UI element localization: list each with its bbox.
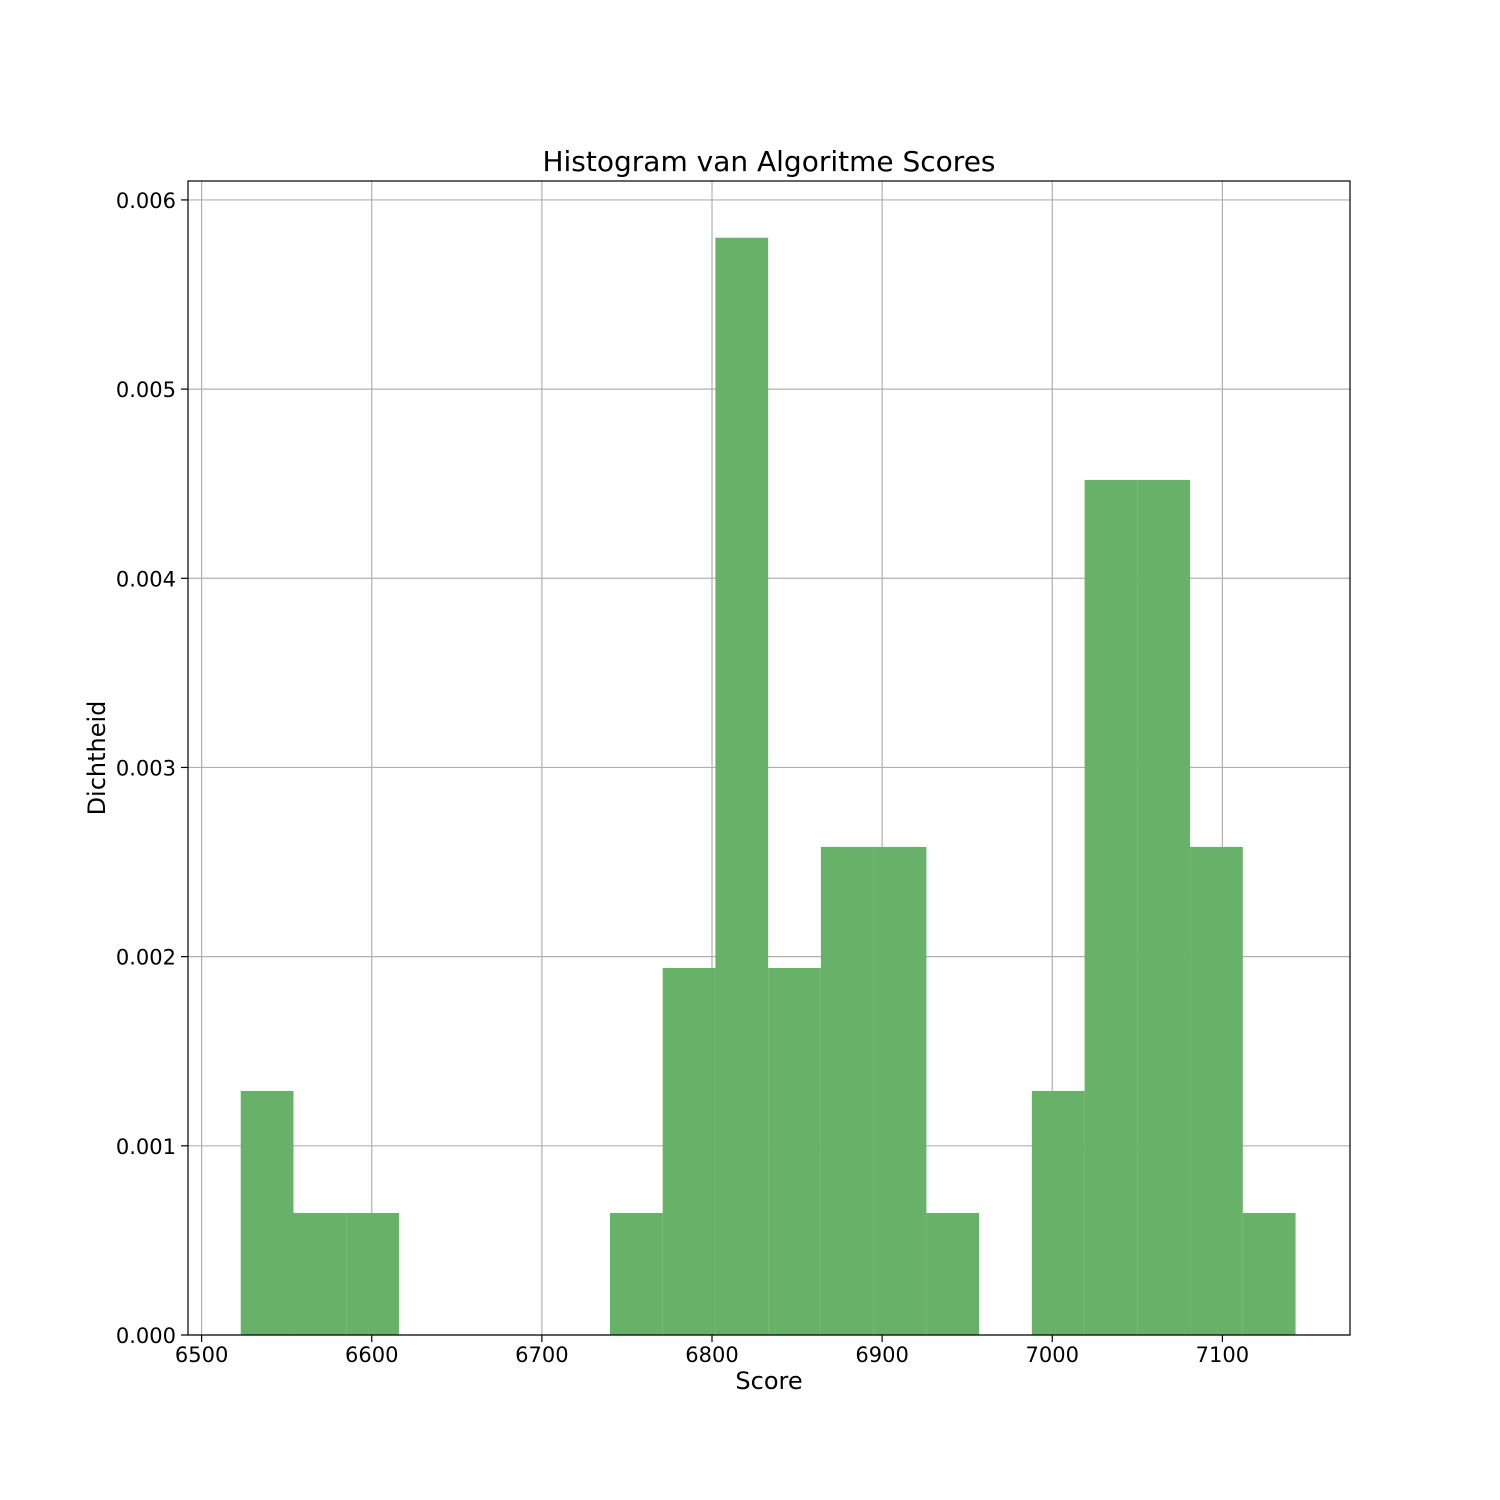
y-axis-title: Dichtheid xyxy=(83,701,111,816)
histogram-bar xyxy=(873,846,927,1335)
y-tick-label: 0.003 xyxy=(116,756,176,780)
x-tick-label: 6700 xyxy=(515,1343,568,1367)
y-tick-label: 0.004 xyxy=(116,567,176,591)
y-tick-label: 0.006 xyxy=(116,189,176,213)
histogram-bar xyxy=(1031,1090,1085,1335)
histogram-bar xyxy=(1242,1212,1296,1335)
x-tick-label: 6800 xyxy=(685,1343,738,1367)
histogram-bar xyxy=(926,1212,980,1335)
histogram-bar xyxy=(1137,479,1191,1335)
y-axis-ticks: 0.000 0.001 0.002 0.003 0.004 0.005 0.006 xyxy=(116,189,188,1348)
histogram-bar xyxy=(715,237,769,1335)
x-tick-label: 7000 xyxy=(1026,1343,1079,1367)
y-tick-label: 0.001 xyxy=(116,1135,176,1159)
y-tick-label: 0.000 xyxy=(116,1324,176,1348)
plot-frame xyxy=(187,180,1351,1336)
x-axis-ticks: 6500 6600 6700 6800 6900 7000 7100 xyxy=(175,1335,1249,1367)
histogram-bar xyxy=(240,1090,294,1335)
x-tick-label: 6500 xyxy=(175,1343,228,1367)
histogram-bar xyxy=(662,967,716,1335)
histogram-bar xyxy=(768,967,821,1335)
histogram-bar xyxy=(346,1212,399,1335)
histogram-bar xyxy=(1084,479,1138,1335)
histogram-bars xyxy=(240,237,1296,1335)
x-axis-title: Score xyxy=(735,1367,802,1395)
x-tick-label: 6900 xyxy=(855,1343,908,1367)
y-tick-label: 0.005 xyxy=(116,378,176,402)
chart-title: Histogram van Algoritme Scores xyxy=(542,145,995,178)
histogram-bar xyxy=(293,1212,347,1335)
y-tick-label: 0.002 xyxy=(116,946,176,970)
x-tick-label: 6600 xyxy=(345,1343,398,1367)
histogram-bar xyxy=(609,1212,663,1335)
histogram-bar xyxy=(820,846,874,1335)
x-tick-label: 7100 xyxy=(1196,1343,1249,1367)
histogram-bar xyxy=(1190,846,1243,1335)
